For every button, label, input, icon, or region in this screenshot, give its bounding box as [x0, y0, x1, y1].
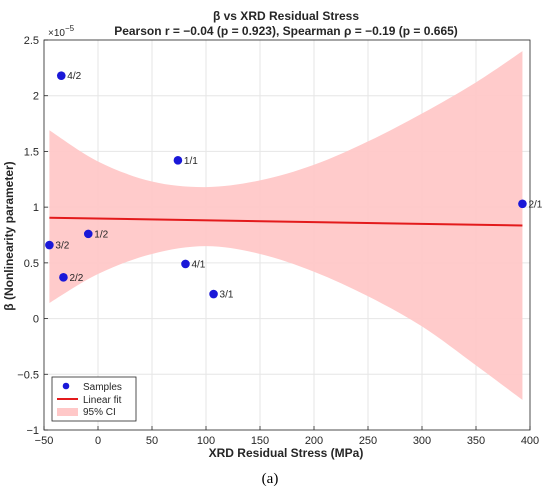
x-tick-label: 350	[467, 435, 485, 447]
sample-points: 4/2 1/1 2/1 1/2 3/2 4/1 2/2 3/1	[45, 71, 543, 301]
x-tick-label: 400	[521, 435, 539, 447]
legend-samples-marker	[62, 382, 70, 390]
legend-fit-label: Linear fit	[83, 395, 122, 406]
y-tick-label: 2.5	[24, 35, 39, 47]
y-tick-label: 2	[33, 91, 39, 103]
y-axis-exponent: ×10−5	[48, 24, 75, 39]
chart-title: β vs XRD Residual Stress	[213, 9, 359, 23]
y-axis-label: β (Nonlinearity parameter)	[2, 161, 16, 310]
point-label: 1/2	[94, 229, 108, 240]
plot-frame	[43, 39, 531, 431]
y-tick-label: 0.5	[24, 258, 39, 270]
point-label: 2/2	[69, 273, 83, 284]
plot-area: 4/21/12/11/23/24/12/23/1 −50 0 50 100 150 200…	[17, 35, 542, 447]
y-tick-label: 0	[33, 314, 39, 326]
legend-ci-marker	[57, 408, 78, 416]
y-exponent-power: −5	[65, 24, 75, 33]
legend-ci-label: 95% CI	[83, 407, 116, 418]
point-label: 4/1	[191, 259, 205, 270]
point-label: 1/1	[184, 156, 198, 167]
fit-line	[49, 216, 523, 227]
point-label: 3/2	[55, 241, 69, 252]
x-tick-label: 200	[305, 435, 323, 447]
x-tick-label: 300	[413, 435, 431, 447]
x-axis-label: XRD Residual Stress (MPa)	[209, 446, 364, 460]
data-point	[45, 240, 54, 250]
x-tick-label: 150	[251, 435, 269, 447]
legend: Samples Linear fit 95% CI	[51, 376, 137, 422]
y-tick-label: 1.5	[24, 146, 39, 158]
point-label: 4/2	[67, 71, 81, 82]
x-tick-label: −50	[35, 435, 54, 447]
x-tick-label: 250	[359, 435, 377, 447]
point-label: 2/1	[528, 199, 542, 210]
y-tick-label: −0.5	[17, 369, 39, 381]
data-point	[181, 259, 190, 269]
x-axis-ticks: −50 0 50 100 150 200 250 300 350 400	[35, 426, 539, 447]
point-label: 3/1	[220, 290, 234, 301]
data-point	[518, 199, 527, 209]
data-point	[56, 71, 66, 80]
x-tick-label: 100	[197, 435, 215, 447]
legend-samples-label: Samples	[83, 382, 122, 393]
y-axis-ticks: −1 −0.5 0 0.5 1 1.5 2 2.5	[17, 35, 48, 437]
panel-label: (a)	[262, 471, 279, 487]
x-tick-label: 50	[146, 435, 158, 447]
data-point	[209, 289, 218, 299]
data-point	[83, 229, 93, 239]
y-tick-label: −1	[26, 425, 39, 437]
data-point	[59, 273, 68, 282]
y-exponent-base: ×10	[48, 28, 65, 39]
x-tick-label: 0	[95, 435, 101, 447]
y-tick-label: 1	[33, 202, 39, 214]
confidence-band	[49, 51, 523, 400]
chart-subtitle: Pearson r = −0.04 (p = 0.923), Spearman …	[114, 24, 458, 38]
data-point	[173, 156, 183, 165]
